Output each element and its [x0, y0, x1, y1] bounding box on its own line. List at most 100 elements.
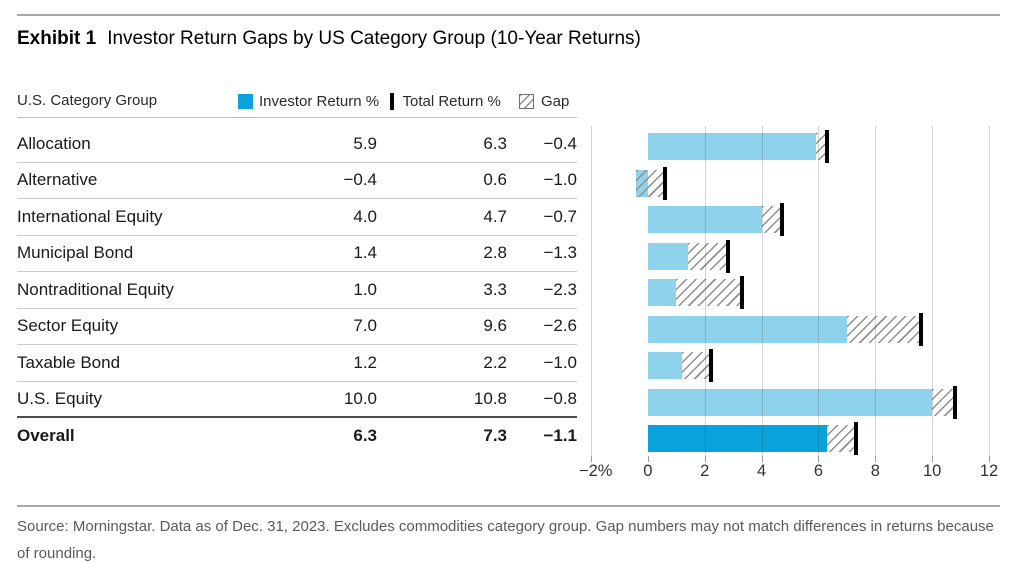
gap-hatch	[932, 388, 955, 416]
legend-total-label: Total Return %	[402, 92, 501, 110]
investor-return-value: 7.0	[353, 316, 377, 336]
axis-tick	[989, 456, 990, 462]
total-return-value: 7.3	[483, 426, 507, 446]
top-rule	[17, 14, 1000, 16]
category-label: Sector Equity	[17, 316, 119, 336]
x-axis-label: 2	[700, 462, 710, 480]
category-label: International Equity	[17, 206, 163, 226]
gap-value: −1.0	[543, 170, 577, 190]
gap-hatch	[636, 169, 665, 197]
investor-return-bar	[647, 206, 762, 233]
gridline	[989, 126, 990, 456]
table-row: International Equity 4.0 4.7 −0.7	[17, 199, 577, 236]
total-return-marker	[663, 166, 668, 200]
axis-tick	[818, 456, 820, 462]
source-note-line2: of rounding.	[17, 545, 97, 562]
investor-return-value: −0.4	[343, 170, 377, 190]
legend-investor-label: Investor Return %	[259, 92, 380, 110]
investor-return-bar	[647, 425, 827, 452]
x-axis-label: 10	[922, 462, 942, 480]
table-row: Overall 6.3 7.3 −1.1	[17, 418, 577, 455]
gap-hatch	[676, 279, 742, 306]
investor-return-value: 10.0	[343, 388, 377, 408]
category-label: Nontraditional Equity	[17, 279, 174, 299]
total-return-value: 3.3	[483, 279, 507, 299]
x-axis-label: 6	[813, 462, 824, 480]
gap-hatch-swatch-icon	[519, 93, 534, 109]
table-row: Sector Equity 7.0 9.6 −2.6	[17, 309, 577, 345]
gap-hatch	[761, 206, 782, 233]
total-return-marker	[740, 276, 745, 309]
gap-value: −0.4	[543, 133, 577, 153]
table-row: Taxable Bond 1.2 2.2 −1.0	[17, 345, 577, 382]
gap-value: −0.8	[543, 388, 577, 408]
legend-investor-return: Investor Return %	[238, 91, 379, 111]
source-note: Source: Morningstar. Data as of Dec. 31,…	[17, 513, 1002, 563]
axis-tick	[761, 456, 763, 462]
gap-hatch	[826, 425, 856, 452]
gridline	[818, 126, 820, 456]
legend-gap: Gap	[519, 91, 569, 111]
total-return-marker	[725, 239, 730, 273]
gap-value: −1.0	[543, 352, 577, 372]
total-return-value: 2.2	[483, 352, 507, 372]
investor-return-bar	[647, 388, 933, 416]
total-return-marker	[825, 130, 830, 163]
table-header-row: U.S. Category Group Investor Return % To…	[0, 91, 1024, 111]
x-axis-label: 0	[643, 462, 653, 480]
total-return-value: 4.7	[483, 206, 507, 226]
category-group-header: U.S. Category Group	[17, 92, 158, 109]
axis-tick	[704, 456, 706, 462]
investor-return-bar	[647, 315, 847, 343]
total-return-marker-icon	[390, 92, 394, 110]
legend-total-return: Total Return %	[390, 91, 501, 111]
source-note-line1: Source: Morningstar. Data as of Dec. 31,…	[17, 518, 994, 535]
gap-value: −2.6	[543, 316, 577, 336]
investor-return-value: 6.3	[353, 426, 377, 446]
axis-tick	[875, 456, 877, 462]
exhibit-title: Exhibit 1 Investor Return Gaps by US Cate…	[17, 28, 641, 50]
x-axis-label: 12	[979, 462, 999, 480]
category-label: Allocation	[17, 133, 91, 153]
axis-tick	[932, 456, 934, 462]
category-label: Alternative	[17, 170, 98, 190]
total-return-marker	[919, 312, 924, 346]
investor-return-bar	[647, 352, 682, 379]
table-row: Municipal Bond 1.4 2.8 −1.3	[17, 236, 577, 272]
x-axis-label: −2%	[578, 462, 613, 480]
x-axis-label: 4	[756, 462, 767, 480]
category-label: Taxable Bond	[17, 352, 121, 372]
axis-tick	[647, 456, 649, 462]
investor-return-value: 1.0	[353, 279, 377, 299]
total-return-value: 9.6	[483, 316, 507, 336]
table-row: Alternative −0.4 0.6 −1.0	[17, 163, 577, 199]
investor-return-value: 1.2	[353, 352, 377, 372]
gap-hatch	[846, 315, 921, 343]
exhibit-title-text: Investor Return Gaps by US Category Grou…	[107, 28, 641, 49]
total-return-marker	[953, 385, 958, 419]
investor-return-bar	[647, 279, 677, 306]
gap-value: −2.3	[543, 279, 577, 299]
investor-return-bar	[647, 133, 816, 160]
gap-value: −1.1	[543, 426, 577, 446]
gap-hatch	[687, 242, 728, 270]
category-label: Overall	[17, 426, 75, 446]
axis-tick	[591, 456, 592, 462]
gridline	[704, 126, 706, 456]
total-return-marker	[779, 203, 784, 236]
gridline	[875, 126, 877, 456]
total-return-value: 6.3	[483, 133, 507, 153]
table-row: Nontraditional Equity 1.0 3.3 −2.3	[17, 272, 577, 309]
gridline	[591, 126, 592, 456]
gap-value: −1.3	[543, 243, 577, 263]
legend-gap-label: Gap	[541, 92, 570, 110]
gridline	[932, 126, 934, 456]
total-return-value: 0.6	[483, 170, 507, 190]
total-return-marker	[708, 349, 713, 382]
x-axis-label: 8	[870, 462, 880, 480]
total-return-value: 10.8	[473, 388, 507, 408]
investor-return-value: 5.9	[353, 133, 377, 153]
table-row: U.S. Equity 10.0 10.8 −0.8	[17, 382, 577, 418]
investor-return-value: 4.0	[353, 206, 377, 226]
